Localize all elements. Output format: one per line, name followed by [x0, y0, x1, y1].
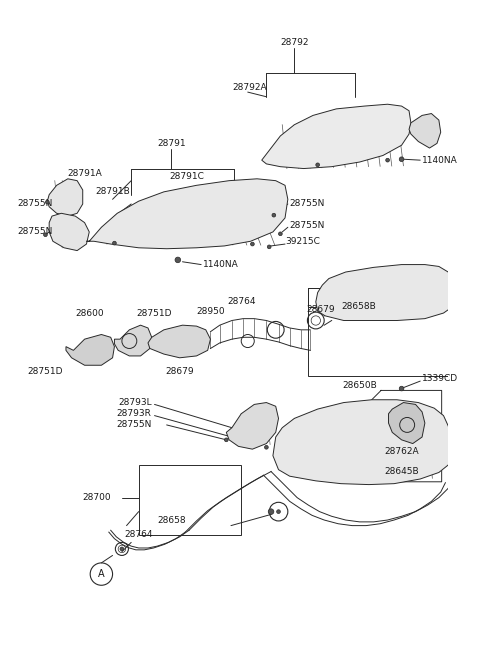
Text: 28600: 28600: [75, 309, 104, 318]
Polygon shape: [262, 104, 411, 168]
Polygon shape: [66, 335, 114, 365]
Text: 39215C: 39215C: [285, 236, 320, 246]
Circle shape: [399, 157, 404, 162]
Text: 28792: 28792: [280, 38, 309, 47]
Text: 28700: 28700: [82, 493, 111, 502]
Text: 1339CD: 1339CD: [422, 374, 458, 383]
Text: 28764: 28764: [124, 531, 153, 540]
Polygon shape: [148, 325, 210, 358]
Circle shape: [175, 257, 180, 263]
Bar: [139, 465, 241, 535]
Text: 28650B: 28650B: [342, 381, 377, 390]
Circle shape: [268, 509, 274, 514]
Text: 28791A: 28791A: [67, 169, 102, 178]
Circle shape: [120, 547, 124, 551]
Polygon shape: [86, 179, 288, 249]
Polygon shape: [409, 113, 441, 148]
Text: 28679: 28679: [166, 367, 194, 376]
Circle shape: [225, 438, 228, 441]
Text: 28793L: 28793L: [118, 398, 152, 407]
Text: 28762A: 28762A: [384, 447, 419, 455]
Text: 28755N: 28755N: [17, 227, 53, 236]
Polygon shape: [273, 400, 453, 485]
Text: 28793R: 28793R: [117, 409, 152, 419]
Circle shape: [46, 200, 49, 204]
Text: 1140NA: 1140NA: [203, 260, 239, 269]
Circle shape: [113, 241, 116, 245]
Circle shape: [278, 232, 282, 236]
Polygon shape: [48, 179, 83, 216]
Polygon shape: [114, 325, 152, 356]
Text: 28764: 28764: [227, 297, 255, 307]
Polygon shape: [388, 403, 425, 443]
Text: 28679: 28679: [306, 305, 335, 314]
Bar: [308, 288, 480, 377]
Text: 28755N: 28755N: [290, 200, 325, 208]
Polygon shape: [316, 265, 456, 320]
Text: 28645B: 28645B: [384, 467, 419, 476]
Text: 28658: 28658: [157, 516, 186, 525]
Text: 28791: 28791: [157, 139, 186, 148]
Text: 28791C: 28791C: [170, 172, 204, 181]
Text: A: A: [98, 569, 105, 579]
Circle shape: [251, 242, 254, 246]
Circle shape: [267, 245, 271, 249]
Circle shape: [272, 214, 276, 217]
Text: 28950: 28950: [196, 307, 225, 316]
Text: 28751D: 28751D: [28, 367, 63, 376]
Text: 28755N: 28755N: [17, 200, 53, 208]
Text: 28755N: 28755N: [290, 221, 325, 230]
Text: 28791B: 28791B: [95, 187, 130, 196]
Polygon shape: [226, 403, 278, 449]
Circle shape: [44, 233, 48, 236]
Circle shape: [386, 159, 389, 162]
Text: 28751D: 28751D: [137, 309, 172, 318]
Circle shape: [264, 445, 268, 449]
Text: 1140NA: 1140NA: [422, 156, 458, 164]
Text: 28658B: 28658B: [341, 302, 376, 311]
Polygon shape: [49, 214, 89, 251]
Circle shape: [316, 163, 320, 166]
Text: 28792A: 28792A: [232, 83, 266, 92]
Circle shape: [399, 386, 404, 391]
Circle shape: [276, 510, 280, 514]
Text: 28755N: 28755N: [116, 421, 152, 430]
